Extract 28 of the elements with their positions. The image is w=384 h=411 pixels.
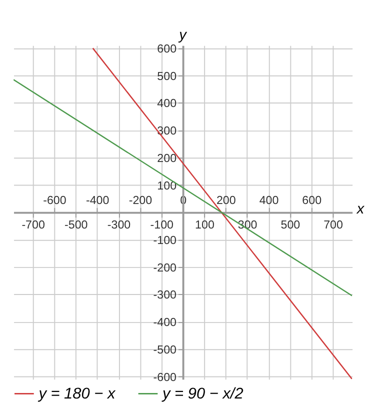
x2-tick-label: -400 bbox=[86, 194, 110, 208]
x2-tick-label: 400 bbox=[259, 194, 279, 208]
y-tick-label: 600 bbox=[157, 42, 177, 56]
x-axis-title: x bbox=[356, 201, 365, 218]
x2-tick-label: 600 bbox=[302, 194, 322, 208]
y-axis-title: y bbox=[178, 28, 188, 44]
y-tick-label: -300 bbox=[153, 288, 177, 302]
x-tick-label: 500 bbox=[280, 218, 300, 232]
x-tick-label: 700 bbox=[324, 218, 343, 232]
x-tick-label: -300 bbox=[107, 218, 131, 232]
x-tick-label: -700 bbox=[22, 218, 45, 232]
y-tick-label: 100 bbox=[157, 179, 177, 192]
y-tick-label: -400 bbox=[153, 316, 177, 330]
x2-tick-label: -600 bbox=[43, 194, 66, 208]
y-tick-label: 200 bbox=[157, 152, 177, 165]
y-tick-label: -600 bbox=[153, 370, 177, 384]
legend-label: y = 180 − x bbox=[38, 386, 116, 402]
y-tick-label: -500 bbox=[153, 343, 177, 356]
y-tick-label: 400 bbox=[157, 97, 177, 110]
y-tick-label: -100 bbox=[153, 234, 177, 248]
legend-label: y = 90 − x/2 bbox=[162, 386, 244, 402]
x-tick-label: 100 bbox=[195, 218, 214, 232]
x-tick-label: -500 bbox=[64, 218, 88, 232]
y-tick-label: 300 bbox=[157, 124, 177, 138]
x2-tick-label: -200 bbox=[128, 194, 152, 208]
y-tick-label: 500 bbox=[157, 70, 177, 83]
x2-tick-label: 200 bbox=[216, 194, 236, 208]
y-tick-label: -200 bbox=[153, 261, 177, 274]
